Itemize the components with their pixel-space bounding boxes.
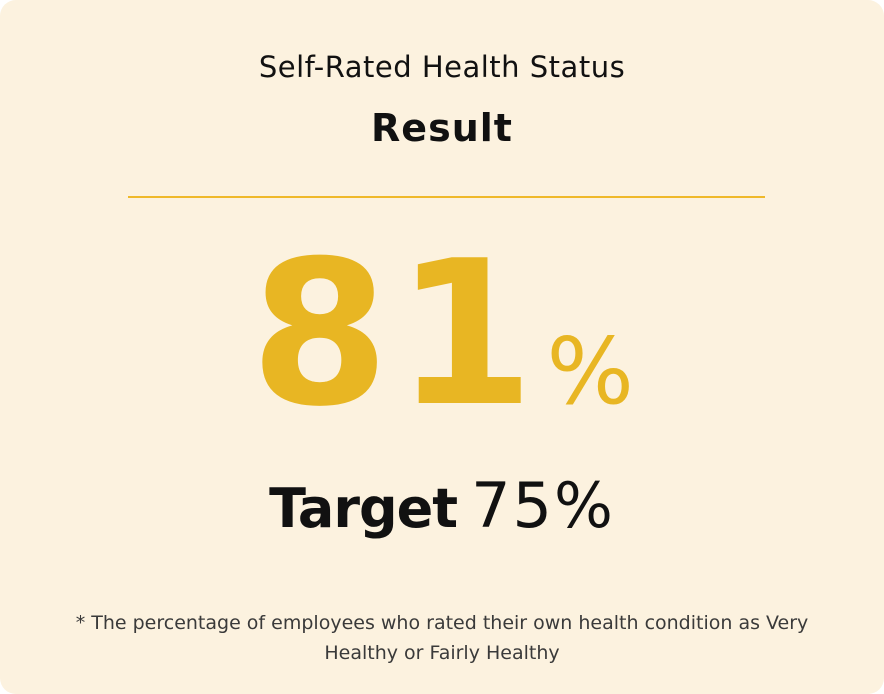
- result-unit: %: [546, 318, 634, 425]
- card-title: Self-Rated Health Status: [258, 50, 626, 84]
- target-value: 75%: [471, 469, 615, 542]
- result: 81%: [0, 230, 884, 440]
- target: Target 75%: [0, 466, 884, 546]
- footnote: * The percentage of employees who rated …: [75, 612, 809, 664]
- result-number: 81: [250, 218, 541, 451]
- card-subtitle: Result: [371, 106, 513, 150]
- divider: [128, 196, 765, 198]
- target-label: Target: [269, 477, 458, 540]
